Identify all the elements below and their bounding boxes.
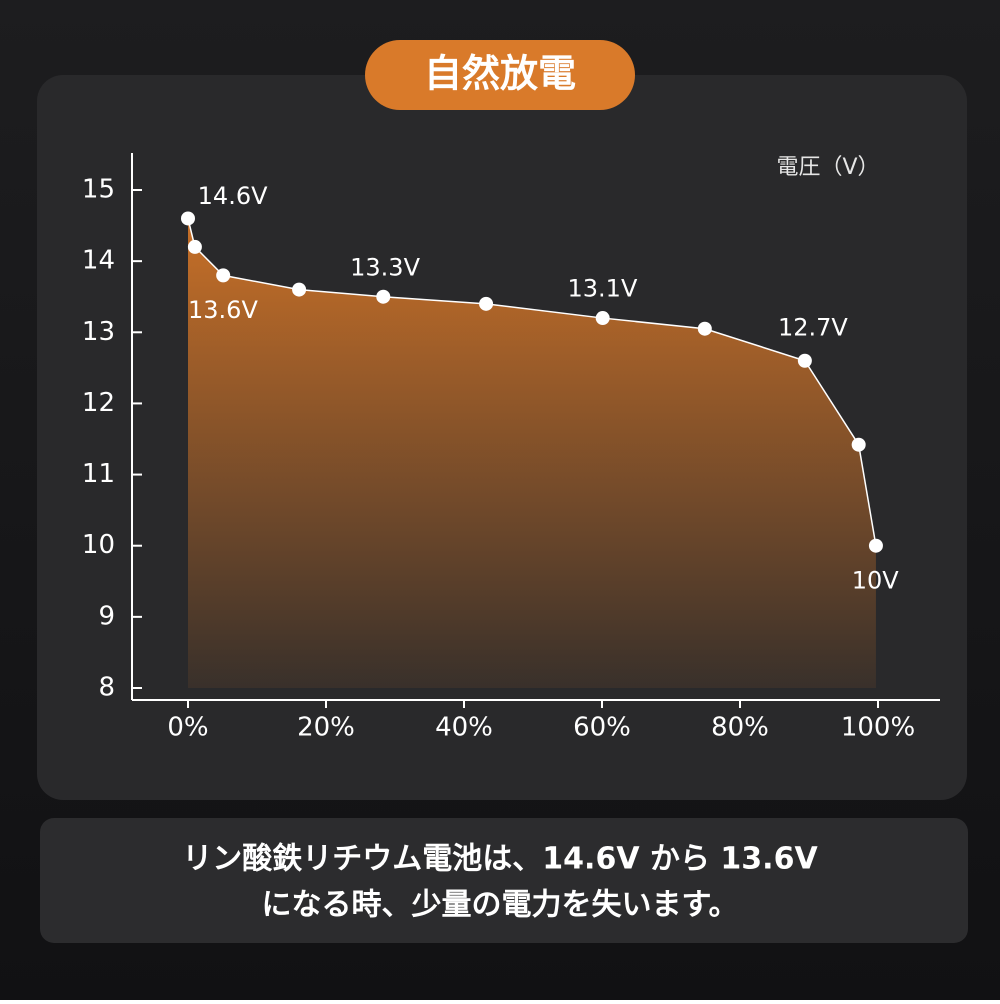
y-tick-label: 8 — [98, 673, 115, 703]
y-tick-label: 14 — [82, 246, 115, 276]
annotation: 12.7V — [778, 314, 848, 342]
point — [797, 353, 812, 368]
y-tick-label: 12 — [82, 388, 115, 418]
annotation: 13.3V — [350, 253, 420, 281]
x-tick-label: 100% — [841, 713, 915, 743]
annotation: 10V — [852, 566, 900, 594]
caption-line: リン酸鉄リチウム電池は、14.6V から 13.6V — [182, 842, 818, 877]
annotation: 14.6V — [198, 182, 268, 210]
plot: 8 9 10 11 12 13 14 15 0% 20% 40% 60% 80% 100% 14.6V 13.… — [82, 153, 940, 743]
caption-box — [40, 818, 968, 943]
y-tick-label: 9 — [98, 601, 115, 631]
point — [868, 538, 883, 553]
x-tick-label: 20% — [297, 713, 355, 743]
y-axis-title: 電圧（V） — [776, 155, 879, 180]
point — [292, 282, 307, 297]
annotation: 13.1V — [568, 275, 638, 303]
y-tick-label: 13 — [82, 317, 115, 347]
x-tick-label: 40% — [435, 713, 493, 743]
point — [216, 268, 231, 283]
point — [181, 211, 195, 226]
annotation: 13.6V — [188, 296, 258, 324]
point — [479, 296, 494, 311]
x-tick-label: 80% — [711, 713, 769, 743]
point — [851, 437, 866, 452]
x-tick-label: 60% — [573, 713, 631, 743]
caption-line: になる時、少量の電力を失います。 — [262, 888, 739, 923]
badge-text: 自然放電 — [424, 52, 576, 96]
y-tick-label: 11 — [82, 459, 115, 489]
point — [376, 289, 391, 304]
point — [187, 239, 202, 254]
area — [188, 218, 876, 688]
point — [697, 321, 712, 336]
badge — [365, 40, 635, 110]
x-tick-label: 0% — [167, 713, 208, 743]
point — [595, 311, 610, 326]
y-tick-label: 15 — [82, 175, 115, 205]
y-tick-label: 10 — [82, 530, 115, 560]
